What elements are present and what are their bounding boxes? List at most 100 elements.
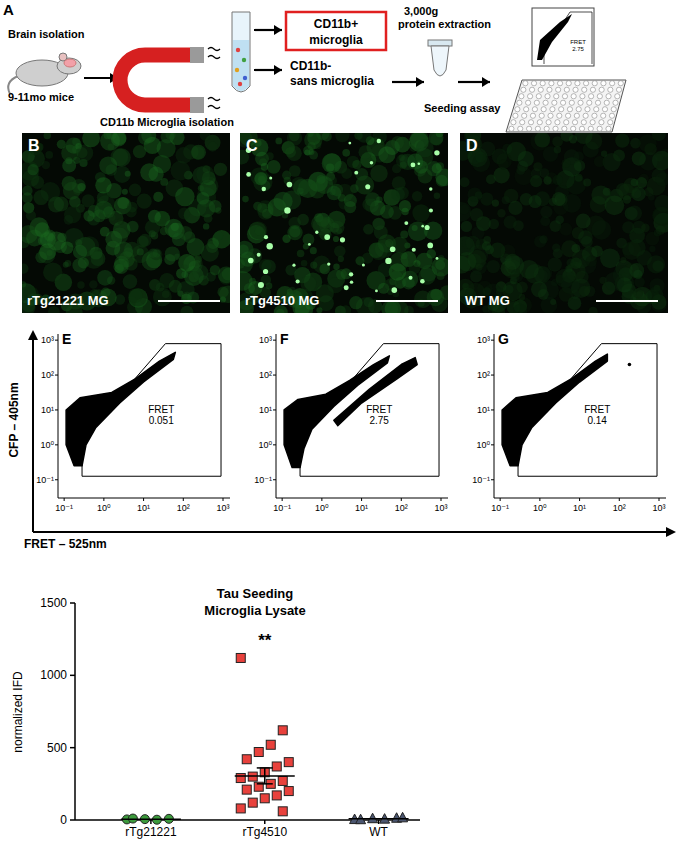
label: 2.75 <box>572 46 584 52</box>
cell-texture <box>137 248 144 255</box>
x-tick <box>64 498 65 501</box>
tick-label: 10⁻¹ <box>273 503 291 513</box>
cell-texture <box>436 133 444 137</box>
label: protein extraction <box>398 18 491 30</box>
axis-title: CFP – 405nm <box>7 382 21 457</box>
cell-texture <box>171 161 191 181</box>
y-axis <box>74 603 76 820</box>
well <box>519 94 524 99</box>
cell-texture <box>555 215 564 224</box>
well <box>594 107 599 112</box>
aggregate <box>350 280 353 283</box>
tick-label: 0 <box>60 813 67 827</box>
cell-texture <box>480 192 493 205</box>
well <box>583 113 588 118</box>
well <box>539 113 544 118</box>
aggregate <box>429 208 433 212</box>
figure: ABrain isolation9-11mo miceCD11b Microgl… <box>0 0 685 843</box>
well <box>553 126 558 131</box>
cell-texture <box>145 220 160 235</box>
cell-texture <box>605 195 625 215</box>
well <box>597 94 602 99</box>
cell-texture <box>516 282 527 293</box>
well <box>582 87 587 92</box>
cell-texture <box>615 134 629 148</box>
aggregate <box>349 272 353 276</box>
arrow-head <box>416 77 424 87</box>
cell-texture <box>45 151 53 159</box>
tick-label: 10² <box>613 503 626 513</box>
gate-label: FRET <box>584 404 610 415</box>
cell-texture <box>552 244 560 252</box>
cell-texture <box>400 162 407 169</box>
cell-texture <box>63 182 81 200</box>
cell-texture <box>22 185 32 195</box>
cell-texture <box>289 226 300 237</box>
tick-label: 1500 <box>40 596 67 610</box>
y-axis <box>276 334 277 498</box>
well <box>601 113 606 118</box>
cell-texture <box>408 221 428 241</box>
y-tick <box>491 375 494 376</box>
x-tick <box>150 820 152 824</box>
cell-texture <box>498 159 508 169</box>
cell-texture <box>336 228 342 234</box>
image-background <box>460 133 668 313</box>
cell-texture <box>352 160 361 169</box>
tube-liquid <box>233 40 249 91</box>
cell-texture <box>579 286 590 297</box>
well <box>601 81 606 86</box>
cell-texture <box>633 270 642 279</box>
cell <box>238 82 242 86</box>
cell-texture <box>553 175 563 185</box>
cell-texture <box>531 281 547 297</box>
y-tick <box>70 747 75 749</box>
cell-texture <box>556 275 564 283</box>
well <box>589 94 594 99</box>
cell-texture <box>327 278 343 294</box>
cell-texture <box>576 214 591 229</box>
cell-texture <box>297 250 305 258</box>
cell-texture <box>35 222 50 237</box>
gate-value: 0.051 <box>149 415 174 426</box>
cell-texture <box>412 191 422 201</box>
cell-population <box>334 358 417 426</box>
well <box>587 100 592 105</box>
tick-label: 10¹ <box>259 405 272 415</box>
cell <box>235 68 239 72</box>
y-tick <box>273 375 276 376</box>
well <box>590 87 595 92</box>
aggregate <box>404 221 408 225</box>
cell-texture <box>282 235 290 243</box>
well <box>540 81 545 86</box>
cell-texture <box>649 246 655 252</box>
cell-texture <box>578 230 593 245</box>
flow-plot: 10⁻¹10⁰10¹10²10³10⁻¹10⁰10¹10²10³FFRET2.7… <box>254 331 448 513</box>
well <box>537 120 542 125</box>
eppendorf <box>431 46 449 76</box>
y-tick <box>55 375 58 376</box>
cell-texture <box>335 133 349 142</box>
well <box>567 107 572 112</box>
well <box>578 100 583 105</box>
cell-texture <box>275 137 282 144</box>
cell-texture <box>391 187 405 201</box>
highlight-box <box>286 12 386 50</box>
well <box>555 120 560 125</box>
well <box>599 87 604 92</box>
well <box>562 94 567 99</box>
scale-bar <box>596 300 658 302</box>
plate <box>506 80 626 132</box>
well <box>580 94 585 99</box>
panel-letter: C <box>246 137 258 154</box>
cell-texture <box>129 184 142 197</box>
x-tick <box>264 820 266 824</box>
y-tick <box>55 340 58 341</box>
well <box>609 113 614 118</box>
cell-texture <box>266 152 274 160</box>
well <box>613 100 618 105</box>
cell-texture <box>555 269 574 288</box>
well <box>588 126 593 131</box>
well <box>590 120 595 125</box>
panel-a: ABrain isolation9-11mo miceCD11b Microgl… <box>3 1 626 132</box>
